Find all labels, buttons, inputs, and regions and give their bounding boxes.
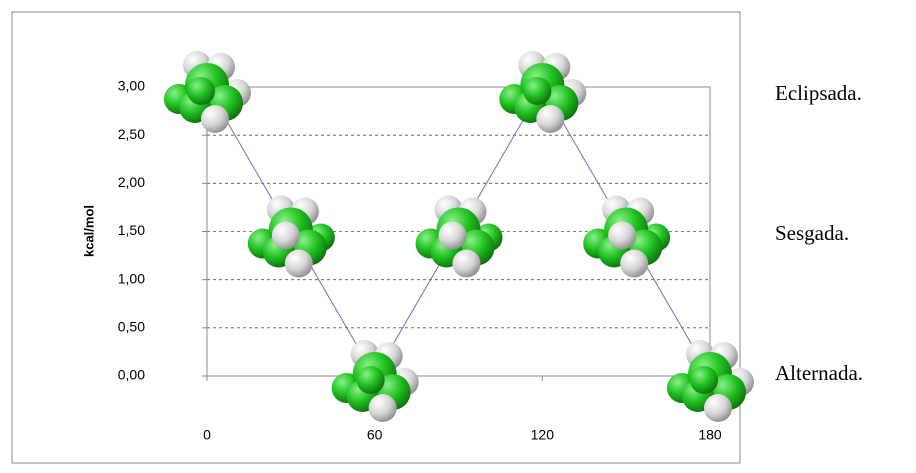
atom xyxy=(285,250,313,278)
atom xyxy=(690,366,718,394)
atom xyxy=(523,77,551,105)
annotation: Alternada. xyxy=(775,361,863,385)
annotation: Eclipsada. xyxy=(775,81,862,105)
atom xyxy=(536,105,564,133)
y-tick-label: 2,00 xyxy=(118,174,145,190)
atom xyxy=(453,250,481,278)
x-tick-label: 120 xyxy=(531,427,555,443)
atom xyxy=(439,222,467,250)
y-tick-label: 2,50 xyxy=(118,126,145,142)
atom xyxy=(187,77,215,105)
y-tick-label: 3,00 xyxy=(118,78,145,94)
atom xyxy=(272,222,300,250)
annotation: Sesgada. xyxy=(775,221,849,245)
y-axis-label: kcal/mol xyxy=(81,205,96,257)
atom xyxy=(201,105,229,133)
atom xyxy=(704,394,732,422)
x-tick-label: 60 xyxy=(367,427,383,443)
atom xyxy=(369,394,397,422)
y-tick-label: 1,50 xyxy=(118,222,145,238)
y-tick-label: 1,00 xyxy=(118,270,145,286)
y-tick-label: 0,00 xyxy=(118,367,145,383)
chart: kcal/mol 0,00 0,50 1,00 1,50 2,00 2,50 3,00 0 60… xyxy=(0,0,916,473)
x-tick-label: 0 xyxy=(203,427,211,443)
x-tick-label: 180 xyxy=(698,427,722,443)
atom xyxy=(620,250,648,278)
y-tick-label: 0,50 xyxy=(118,319,145,335)
atom xyxy=(357,366,385,394)
atom xyxy=(608,222,636,250)
